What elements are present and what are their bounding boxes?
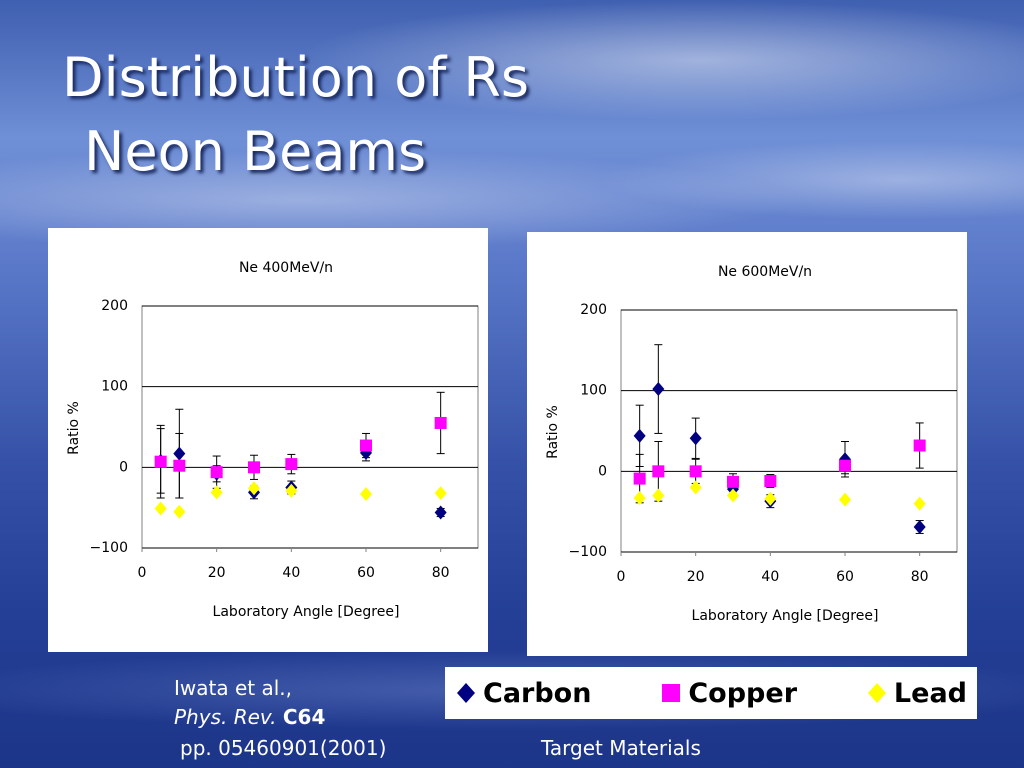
point bbox=[839, 492, 851, 507]
y-axis-label: Ratio % bbox=[66, 401, 82, 455]
point bbox=[248, 461, 260, 474]
y-tick-label: 200 bbox=[580, 302, 607, 318]
chart-title: Ne 400MeV/n bbox=[239, 260, 333, 276]
point bbox=[662, 684, 681, 702]
point bbox=[154, 501, 167, 516]
point bbox=[434, 416, 447, 429]
x-tick-label: 20 bbox=[208, 565, 226, 581]
point bbox=[434, 486, 447, 501]
legend-marker bbox=[867, 683, 886, 703]
point bbox=[285, 483, 298, 498]
point bbox=[689, 465, 702, 478]
x-axis-label: Laboratory Angle [Degree] bbox=[692, 608, 879, 624]
x-tick-label: 80 bbox=[432, 565, 450, 581]
x-tick-label: 80 bbox=[911, 569, 929, 585]
point bbox=[913, 519, 926, 534]
point bbox=[652, 488, 665, 503]
legend-caption: Target Materials bbox=[541, 736, 701, 760]
x-tick-label: 60 bbox=[357, 565, 375, 581]
x-tick-label: 60 bbox=[836, 569, 854, 585]
point bbox=[867, 683, 886, 703]
point bbox=[689, 431, 702, 446]
x-axis-label: Laboratory Angle [Degree] bbox=[213, 604, 400, 620]
chart-title: Ne 600MeV/n bbox=[718, 264, 812, 280]
x-tick-label: 40 bbox=[761, 569, 779, 585]
point bbox=[689, 480, 702, 495]
x-tick-label: 0 bbox=[617, 569, 626, 585]
point bbox=[633, 490, 646, 505]
legend: Carbon Copper Lead bbox=[445, 667, 977, 719]
point bbox=[210, 466, 223, 479]
point bbox=[633, 472, 646, 485]
point bbox=[173, 504, 186, 519]
legend-label: Lead bbox=[893, 677, 967, 709]
point bbox=[839, 459, 851, 472]
x-tick-label: 0 bbox=[138, 565, 147, 581]
citation-journal-line: Phys. Rev. C64 bbox=[174, 705, 325, 729]
legend-marker bbox=[457, 683, 475, 703]
point bbox=[913, 439, 926, 452]
point bbox=[913, 496, 926, 511]
point bbox=[727, 475, 739, 488]
slide-subtitle: Neon Beams bbox=[84, 120, 427, 183]
y-tick-label: −100 bbox=[569, 544, 607, 560]
point bbox=[764, 475, 777, 488]
point bbox=[173, 446, 186, 461]
point bbox=[652, 382, 665, 397]
point bbox=[434, 505, 447, 520]
y-tick-label: 0 bbox=[119, 459, 128, 475]
point bbox=[210, 485, 223, 500]
point bbox=[633, 428, 646, 443]
y-tick-label: −100 bbox=[90, 540, 128, 556]
legend-label: Carbon bbox=[483, 677, 592, 709]
point bbox=[360, 439, 372, 452]
legend-marker bbox=[662, 684, 681, 702]
y-tick-label: 0 bbox=[598, 463, 607, 479]
citation-volume: C64 bbox=[282, 705, 326, 729]
chart-panel: Ne 600MeV/n −100 0 100 200 0 20 40 60 80 Laborator… bbox=[527, 232, 967, 656]
plot-area bbox=[620, 309, 958, 553]
y-tick-label: 100 bbox=[101, 379, 128, 395]
point bbox=[652, 465, 665, 478]
citation-authors: Iwata et al., bbox=[174, 676, 292, 700]
point bbox=[248, 481, 260, 496]
citation-journal: Phys. Rev. bbox=[174, 705, 277, 729]
point bbox=[764, 491, 777, 506]
chart-panel: Ne 400MeV/n −100 0 100 200 0 20 40 60 80 Laborator… bbox=[48, 228, 488, 652]
x-tick-label: 20 bbox=[687, 569, 705, 585]
legend-label: Copper bbox=[688, 677, 798, 709]
y-tick-label: 100 bbox=[580, 383, 607, 399]
legend-item: Carbon bbox=[455, 678, 591, 709]
y-axis-label: Ratio % bbox=[545, 405, 561, 459]
slide-title: Distribution of Rs bbox=[62, 46, 530, 109]
legend-item: Lead bbox=[866, 678, 967, 709]
point bbox=[457, 683, 475, 703]
citation-pages: pp. 05460901(2001) bbox=[180, 736, 387, 760]
legend-item: Copper bbox=[660, 678, 797, 709]
point bbox=[154, 455, 167, 468]
x-tick-label: 40 bbox=[282, 565, 300, 581]
point bbox=[727, 488, 739, 503]
point bbox=[173, 459, 186, 472]
point bbox=[360, 486, 372, 501]
y-tick-label: 200 bbox=[101, 298, 128, 314]
point bbox=[285, 458, 298, 471]
plot-area bbox=[141, 305, 479, 549]
